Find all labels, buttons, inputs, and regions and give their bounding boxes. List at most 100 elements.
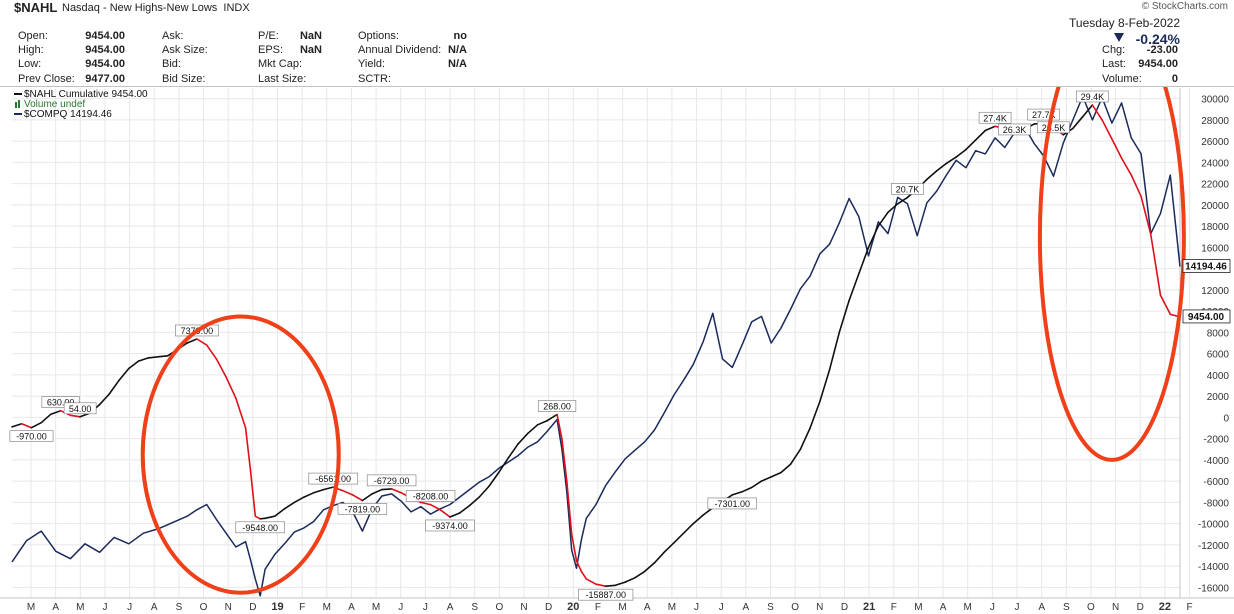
quote-mid3-value: N/A bbox=[448, 44, 467, 56]
x-tick-label: F bbox=[299, 602, 305, 613]
data-label: -6729.00 bbox=[374, 476, 410, 486]
quote-right-label: Volume: bbox=[1102, 73, 1142, 85]
data-label: 20.7K bbox=[896, 184, 920, 194]
quote-left-value: 9477.00 bbox=[85, 73, 125, 85]
x-tick-label: F bbox=[1186, 602, 1192, 613]
nahl-cumulative-segment bbox=[1130, 174, 1142, 198]
nahl-cumulative-segment bbox=[196, 338, 208, 346]
nahl-cumulative-segment bbox=[118, 367, 130, 382]
quote-right-value: 9454.00 bbox=[1138, 58, 1178, 70]
y-tick-label: -4000 bbox=[1203, 456, 1229, 467]
nahl-cumulative-segment bbox=[478, 485, 490, 498]
data-label-box bbox=[9, 430, 54, 442]
nahl-cumulative-segment bbox=[361, 493, 373, 502]
quote-mid3-label: Yield: bbox=[358, 58, 386, 70]
nahl-cumulative-segment bbox=[1140, 195, 1152, 236]
nahl-cumulative-segment bbox=[351, 494, 364, 502]
y-tick-label: -2000 bbox=[1203, 435, 1229, 446]
nahl-cumulative-segment bbox=[468, 496, 481, 507]
nahl-cumulative-segment bbox=[419, 501, 432, 506]
x-tick-label: M bbox=[668, 602, 676, 613]
data-label: 27.7K bbox=[1032, 110, 1056, 120]
nahl-cumulative-segment bbox=[750, 480, 763, 489]
legend-label: $COMPQ 14194.46 bbox=[24, 109, 112, 120]
nahl-cumulative-segment bbox=[527, 423, 539, 435]
nahl-cumulative-segment bbox=[429, 503, 442, 511]
data-label: -9374.00 bbox=[432, 521, 468, 531]
legend-volume-icon bbox=[18, 100, 20, 108]
y-tick-label: -16000 bbox=[1198, 583, 1230, 594]
brand-label: © StockCharts.com bbox=[1141, 1, 1228, 12]
quote-mid-label: Bid Size: bbox=[162, 73, 206, 85]
nahl-cumulative-segment bbox=[580, 570, 588, 580]
data-label-box bbox=[308, 472, 358, 485]
x-tick-label: M bbox=[323, 602, 331, 613]
nahl-cumulative-segment bbox=[624, 576, 636, 583]
quote-right-value: 0 bbox=[1171, 73, 1178, 85]
nahl-cumulative-segment bbox=[128, 360, 140, 370]
quote-header: $NAHL Nasdaq - New Highs-New Lows INDX ©… bbox=[0, 0, 1234, 87]
data-label-box bbox=[1076, 90, 1109, 103]
nahl-cumulative-segment bbox=[439, 508, 451, 518]
y-tick-label: 4000 bbox=[1207, 371, 1230, 382]
quote-mid2-label: P/E: bbox=[258, 30, 279, 42]
x-tick-label: J bbox=[1015, 602, 1020, 613]
data-label-box bbox=[366, 474, 417, 487]
x-tick-label: 19 bbox=[271, 601, 283, 613]
data-label: -7819.00 bbox=[345, 504, 381, 514]
nahl-cumulative-segment bbox=[741, 486, 753, 493]
nahl-cumulative-segment bbox=[1101, 119, 1113, 140]
nahl-cumulative-segment bbox=[760, 476, 773, 482]
compq-last-value: 14194.46 bbox=[1185, 262, 1227, 273]
nahl-cumulative-segment bbox=[157, 354, 169, 358]
nahl-cumulative-segment bbox=[877, 211, 889, 227]
compq-last-value-box bbox=[1182, 259, 1231, 273]
nahl-cumulative-segment bbox=[30, 421, 43, 429]
data-label-box bbox=[1027, 108, 1061, 121]
x-tick-label: M bbox=[964, 602, 972, 613]
nahl-cumulative-segment bbox=[225, 376, 237, 400]
nahl-cumulative-segment bbox=[40, 413, 52, 424]
x-tick-label: J bbox=[990, 602, 995, 613]
x-tick-label: O bbox=[495, 602, 503, 613]
x-tick-label: A bbox=[743, 602, 750, 613]
quote-mid2-value: NaN bbox=[299, 30, 322, 42]
nahl-cumulative-segment bbox=[108, 379, 120, 395]
x-tick-label: O bbox=[1087, 602, 1095, 613]
x-tick-label: A bbox=[151, 602, 158, 613]
x-tick-label: S bbox=[176, 602, 183, 613]
nahl-cumulative-segment bbox=[896, 196, 909, 205]
x-tick-label: N bbox=[520, 602, 527, 613]
nahl-cumulative-segment bbox=[965, 139, 977, 151]
nahl-cumulative-segment bbox=[517, 432, 529, 445]
x-tick-label: O bbox=[200, 602, 208, 613]
x-tick-label: O bbox=[791, 602, 799, 613]
x-tick-label: S bbox=[471, 602, 478, 613]
y-tick-label: 8000 bbox=[1207, 328, 1230, 339]
description-text: Nasdaq - New Highs-New Lows bbox=[62, 2, 218, 14]
data-label: 27.4K bbox=[983, 113, 1007, 123]
data-label: -6561.00 bbox=[315, 474, 351, 484]
nahl-cumulative-segment bbox=[342, 489, 354, 496]
x-tick-label: J bbox=[398, 602, 403, 613]
data-label-box bbox=[978, 111, 1012, 124]
nahl-cumulative-segment bbox=[11, 422, 23, 428]
nahl-cumulative-segment bbox=[312, 488, 325, 494]
x-tick-label: J bbox=[694, 602, 699, 613]
y-tick-label: -6000 bbox=[1203, 477, 1229, 488]
nahl-cumulative-segment bbox=[215, 358, 227, 378]
quote-left-label: Low: bbox=[18, 58, 42, 70]
y-tick-label: 28000 bbox=[1201, 116, 1229, 127]
y-tick-label: 2000 bbox=[1207, 392, 1230, 403]
nahl-cumulative-segment bbox=[604, 584, 617, 588]
data-label: 54.00 bbox=[69, 404, 92, 414]
quote-mid-label: Bid: bbox=[162, 58, 181, 70]
quote-right-value: -23.00 bbox=[1146, 44, 1178, 56]
data-label-box bbox=[235, 521, 285, 534]
quote-mid2-label: Mkt Cap: bbox=[258, 58, 303, 70]
x-tick-label: N bbox=[225, 602, 232, 613]
type-text: INDX bbox=[223, 2, 250, 14]
quote-mid3-value: no bbox=[453, 30, 467, 42]
